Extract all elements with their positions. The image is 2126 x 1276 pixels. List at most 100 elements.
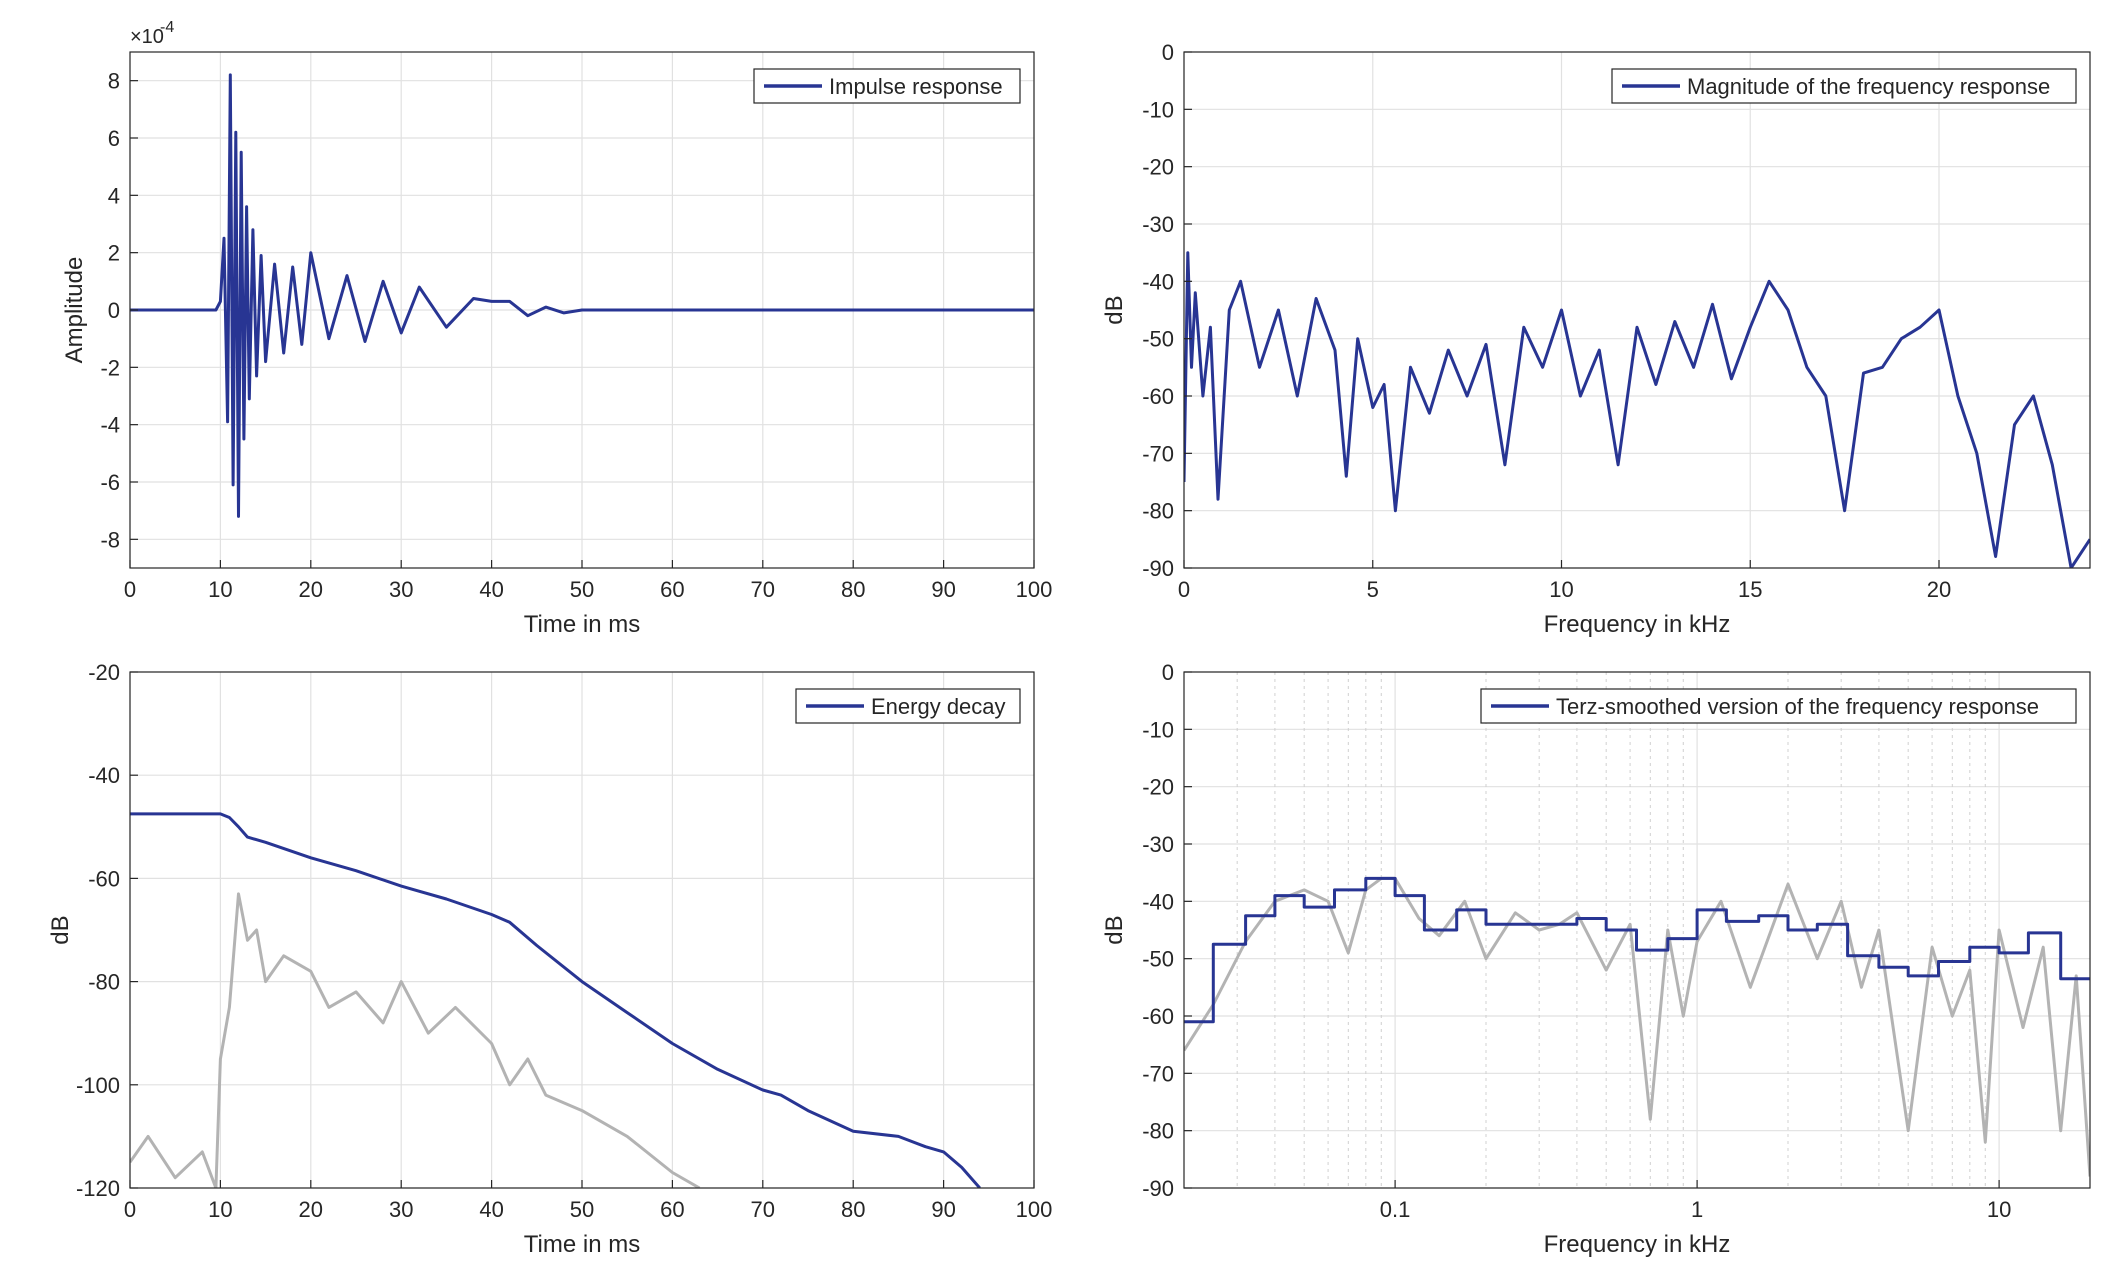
x-tick-label: 20 — [1927, 577, 1951, 602]
x-tick-label: 1 — [1691, 1197, 1703, 1222]
exponent-label: ×10 — [130, 26, 164, 48]
y-tick-label: 0 — [108, 298, 120, 323]
x-tick-label: 50 — [570, 1197, 594, 1222]
y-tick-label: 6 — [108, 126, 120, 151]
x-tick-label: 80 — [841, 577, 865, 602]
y-tick-label: -90 — [1142, 1176, 1174, 1201]
legend-box — [753, 68, 1021, 104]
x-tick-label: 40 — [479, 577, 503, 602]
x-axis-label: Time in ms — [524, 611, 640, 638]
legend-label: Terz-smoothed version of the frequency r… — [1556, 694, 2039, 719]
series-group — [130, 812, 981, 1188]
x-tick-label: 0 — [124, 577, 136, 602]
y-tick-label: -80 — [1142, 499, 1174, 524]
series-group — [1184, 251, 2090, 568]
y-tick-label: -80 — [1142, 1119, 1174, 1144]
legend-box — [1611, 68, 2077, 104]
y-tick-label: -10 — [1142, 97, 1174, 122]
x-axis-label: Frequency in kHz — [1544, 611, 1731, 638]
background-series-line — [130, 892, 701, 1188]
y-tick-label: -30 — [1142, 832, 1174, 857]
y-tick-label: 4 — [108, 183, 120, 208]
y-tick-label: -20 — [88, 660, 120, 685]
axes-frame — [1183, 51, 2091, 569]
series-line — [1184, 876, 2090, 1024]
x-tick-label: 20 — [299, 577, 323, 602]
y-axis-label: dB — [47, 915, 74, 944]
series-group — [130, 73, 1034, 518]
axes-frame — [1183, 671, 2091, 1189]
legend: Terz-smoothed version of the frequency r… — [1480, 688, 2077, 724]
x-tick-label: 80 — [841, 1197, 865, 1222]
y-tick-label: -70 — [1142, 1061, 1174, 1086]
tick-labels: 0 10 20 30 40 50 60 70 80 90 100 -20 -40 -60 -80 -100 -1… — [76, 660, 1052, 1222]
x-tick-label: 60 — [660, 577, 684, 602]
x-tick-label: 30 — [389, 577, 413, 602]
y-tick-label: -10 — [1142, 717, 1174, 742]
x-tick-label: 90 — [931, 1197, 955, 1222]
y-tick-label: -30 — [1142, 212, 1174, 237]
series-line — [130, 73, 1034, 518]
legend-label: Energy decay — [871, 694, 1006, 719]
x-tick-label: 50 — [570, 577, 594, 602]
y-tick-label: -60 — [88, 866, 120, 891]
y-tick-label: -90 — [1142, 556, 1174, 581]
tick-labels: 0 5 10 15 20 0 -10 -20 -30 -40 -50 -60 -70 -80 -90 — [1142, 40, 1951, 602]
x-tick-label: 90 — [931, 577, 955, 602]
x-tick-label: 10 — [208, 1197, 232, 1222]
chart-panel-3: 0 10 20 30 40 50 60 70 80 90 100 -20 -40 -60 -80 -100 -1… — [47, 660, 1052, 1258]
y-axis-label: Amplitude — [61, 257, 88, 364]
legend: Energy decay — [795, 688, 1021, 724]
y-tick-label: -20 — [1142, 155, 1174, 180]
x-tick-label: 0 — [124, 1197, 136, 1222]
y-tick-label: -60 — [1142, 384, 1174, 409]
x-tick-label: 20 — [299, 1197, 323, 1222]
y-tick-label: -70 — [1142, 441, 1174, 466]
y-axis-label: dB — [1101, 915, 1128, 944]
y-tick-label: -50 — [1142, 947, 1174, 972]
y-tick-label: -100 — [76, 1073, 120, 1098]
y-tick-label: -60 — [1142, 1004, 1174, 1029]
legend-label: Magnitude of the frequency response — [1687, 74, 2050, 99]
x-tick-label: 10 — [1987, 1197, 2011, 1222]
x-tick-label: 70 — [751, 1197, 775, 1222]
tick-labels: 0.1 1 10 0 -10 -20 -30 -40 -50 -60 -70 -80 -90 — [1142, 660, 2011, 1222]
y-tick-label: 2 — [108, 241, 120, 266]
legend-label: Impulse response — [829, 74, 1003, 99]
x-tick-label: 100 — [1016, 577, 1053, 602]
y-tick-label: -2 — [100, 355, 120, 380]
x-tick-label: 0 — [1178, 577, 1190, 602]
x-tick-label: 40 — [479, 1197, 503, 1222]
y-tick-label: 0 — [1162, 660, 1174, 685]
exponent-value: -4 — [160, 19, 174, 36]
legend: Magnitude of the frequency response — [1611, 68, 2077, 104]
y-tick-label: -40 — [88, 763, 120, 788]
x-tick-label: 0.1 — [1380, 1197, 1411, 1222]
chart-panel-4: 0.1 1 10 0 -10 -20 -30 -40 -50 -60 -70 -80 -90 Freque… — [1101, 660, 2091, 1258]
series-line — [130, 812, 981, 1188]
series-line — [1184, 251, 2090, 568]
y-tick-label: 8 — [108, 69, 120, 94]
legend: Impulse response — [753, 68, 1021, 104]
x-tick-label: 70 — [751, 577, 775, 602]
x-tick-label: 15 — [1738, 577, 1762, 602]
y-tick-label: -20 — [1142, 775, 1174, 800]
chart-panel-1: 0 10 20 30 40 50 60 70 80 90 100-8-6-4-202468×10-4… — [61, 19, 1052, 638]
y-tick-label: -50 — [1142, 327, 1174, 352]
y-tick-label: -40 — [1142, 269, 1174, 294]
y-tick-label: -120 — [76, 1176, 120, 1201]
x-tick-label: 5 — [1367, 577, 1379, 602]
y-tick-label: -8 — [100, 527, 120, 552]
series-group — [1184, 876, 2090, 1177]
y-tick-label: -6 — [100, 470, 120, 495]
y-tick-label: -40 — [1142, 889, 1174, 914]
x-axis-label: Time in ms — [524, 1231, 640, 1258]
x-tick-label: 100 — [1016, 1197, 1053, 1222]
x-tick-label: 10 — [1549, 577, 1573, 602]
y-axis-label: dB — [1101, 295, 1128, 324]
x-tick-label: 10 — [208, 577, 232, 602]
tick-labels: 0 10 20 30 40 50 60 70 80 90 100 -8 -6 -4 -2 0 2 4 6 8 — [100, 69, 1052, 602]
y-tick-label: 0 — [1162, 40, 1174, 65]
legend-box — [1480, 688, 2077, 724]
